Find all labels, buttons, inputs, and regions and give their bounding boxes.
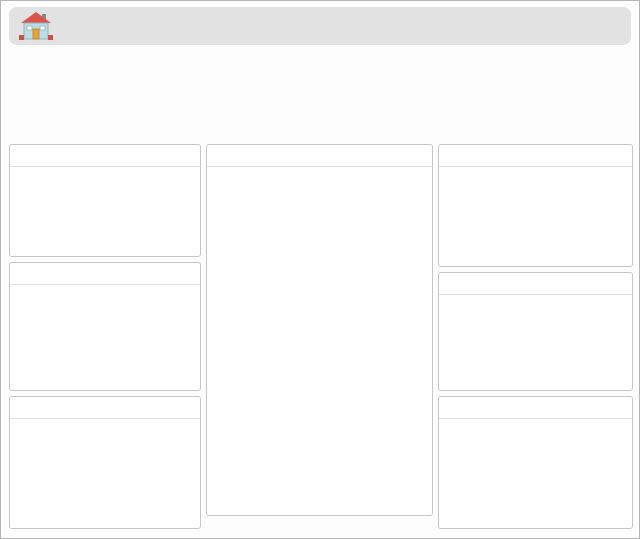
ratio-chart: [439, 419, 632, 528]
card-header: [439, 397, 632, 419]
rent-type-chart: [439, 167, 632, 266]
house-icon: [19, 12, 53, 40]
korea-map: [207, 167, 432, 515]
card-type-change: [9, 144, 201, 257]
card-header: [439, 273, 632, 295]
card-trend: [9, 396, 201, 529]
card-distribution: [438, 272, 633, 391]
card-ratio: [438, 396, 633, 529]
distribution-chart: [439, 295, 632, 390]
card-yoy-change: [9, 262, 201, 391]
card-header: [10, 397, 200, 419]
yoy-change-chart: [10, 285, 200, 390]
type-change-chart: [10, 167, 200, 256]
region-summary-charts: [9, 61, 633, 141]
card-header: [10, 145, 200, 167]
card-header: [439, 145, 632, 167]
header-bar: [9, 7, 631, 45]
trend-chart: [10, 419, 200, 528]
card-header: [207, 145, 432, 167]
card-sale-map: [206, 144, 433, 516]
card-rent-type: [438, 144, 633, 267]
card-header: [10, 263, 200, 285]
